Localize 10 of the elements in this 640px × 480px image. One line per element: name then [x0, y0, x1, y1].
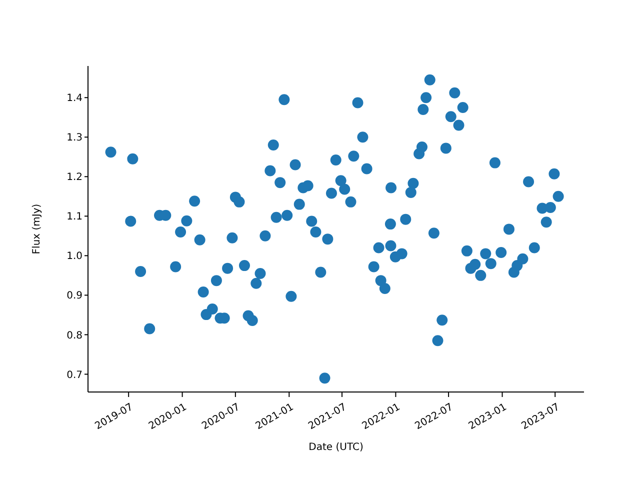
x-axis-title: Date (UTC) [308, 442, 364, 453]
y-tick-label: 1.1 [66, 212, 82, 223]
y-tick-label: 1.0 [66, 251, 82, 262]
y-axis-title: Flux (mJy) [32, 204, 43, 254]
y-tick-label: 1.4 [66, 93, 82, 104]
y-tick-label: 1.3 [66, 132, 82, 144]
y-tick-label: 0.8 [66, 330, 82, 342]
y-tick-label: 1.2 [66, 172, 82, 184]
y-tick-label: 0.7 [66, 370, 82, 381]
y-tick-label: 0.9 [66, 290, 82, 302]
